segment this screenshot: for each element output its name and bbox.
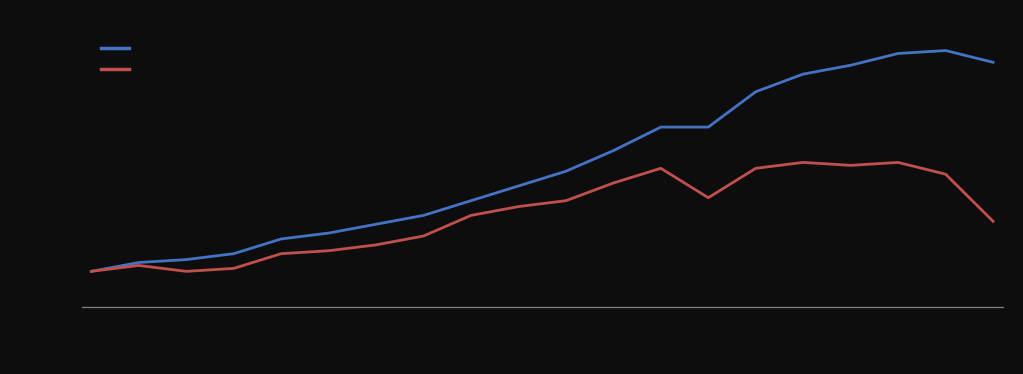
Legend: , : , — [97, 39, 136, 80]
